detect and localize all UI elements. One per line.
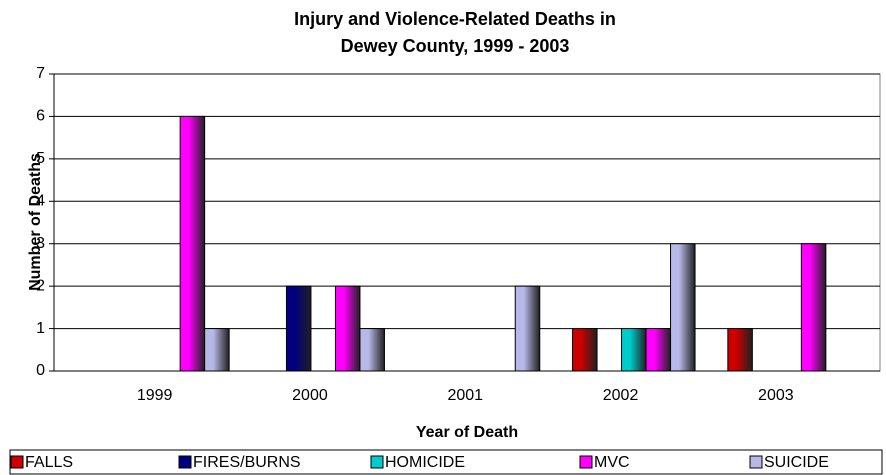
legend-swatch [749, 455, 763, 469]
bar [800, 243, 827, 372]
x-axis-title: Year of Death [416, 424, 518, 441]
x-tick-label: 2002 [603, 387, 639, 404]
bar [572, 328, 598, 372]
x-tick-label: 2001 [447, 387, 483, 404]
y-tick-label: 4 [36, 193, 45, 210]
legend-label: MVC [594, 454, 630, 471]
legend-swatch [370, 455, 384, 469]
bar [514, 285, 541, 372]
x-tick-label: 2000 [292, 387, 328, 404]
bar [285, 285, 312, 372]
bar [645, 328, 672, 372]
bar [727, 328, 753, 372]
x-tick-label: 2003 [758, 387, 794, 404]
y-tick-label: 2 [36, 277, 45, 294]
legend-label: SUICIDE [764, 454, 829, 471]
y-tick-label: 6 [36, 108, 45, 125]
bar [334, 285, 361, 372]
bar [621, 328, 647, 372]
bar [204, 328, 230, 372]
legend-swatch [10, 455, 24, 469]
y-tick-label: 7 [36, 65, 45, 82]
chart-title: Dewey County, 1999 - 2003 [341, 36, 570, 56]
y-tick-label: 0 [36, 362, 45, 379]
legend-label: FALLS [25, 454, 73, 471]
plot-area [53, 73, 881, 372]
y-tick-label: 1 [36, 320, 45, 337]
bar [179, 115, 206, 372]
legend-swatch [178, 455, 192, 469]
x-tick-label: 1999 [137, 387, 173, 404]
legend-box [9, 449, 883, 475]
y-axis-title: Number of Deaths [27, 153, 44, 291]
bar [359, 328, 385, 372]
y-tick-label: 5 [36, 150, 45, 167]
legend-label: HOMICIDE [385, 454, 465, 471]
legend-swatch [579, 455, 593, 469]
chart-title: Injury and Violence-Related Deaths in [294, 9, 616, 29]
legend-label: FIRES/BURNS [193, 454, 301, 471]
y-tick-label: 3 [36, 235, 45, 252]
bar [670, 243, 696, 372]
